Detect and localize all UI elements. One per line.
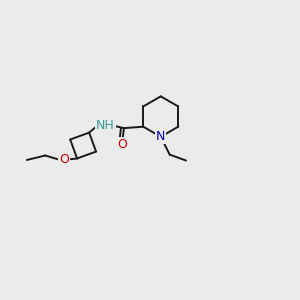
Text: N: N	[156, 130, 165, 143]
Text: O: O	[118, 138, 128, 151]
Text: O: O	[59, 154, 69, 166]
Text: NH: NH	[96, 119, 115, 132]
